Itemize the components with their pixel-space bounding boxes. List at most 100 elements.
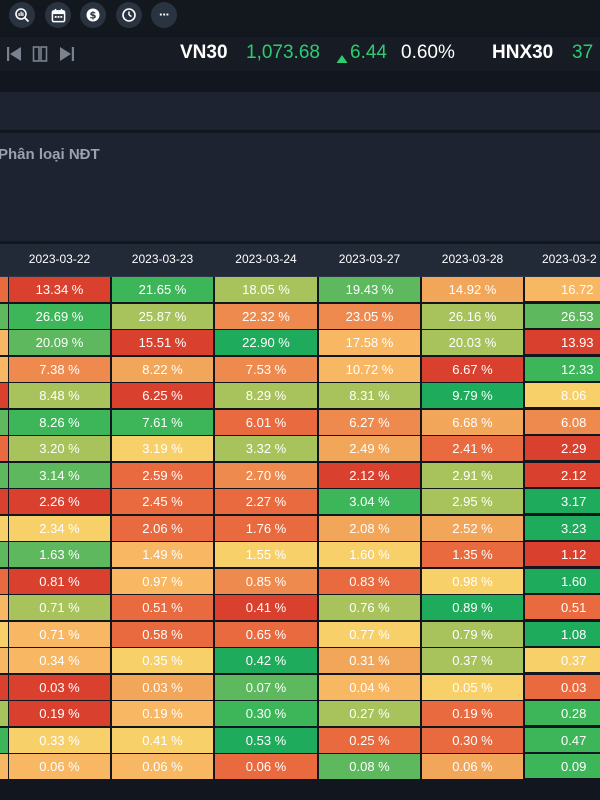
table-cell[interactable]: 0.03 % <box>9 674 110 701</box>
table-cell[interactable]: 0.19 % <box>422 701 523 727</box>
table-cell[interactable]: 6.08 <box>525 409 600 435</box>
table-cell[interactable]: 26.53 <box>525 303 600 329</box>
table-cell[interactable]: 0.53 % <box>215 727 317 754</box>
table-cell[interactable]: 0.31 % <box>319 648 420 674</box>
table-cell[interactable]: 2.70 % <box>215 462 317 489</box>
table-cell[interactable]: 3.19 % <box>112 436 213 462</box>
coin-button[interactable]: $ <box>80 2 106 28</box>
column-header[interactable]: 2023-03-2 <box>542 252 597 266</box>
table-cell[interactable]: 13.34 % <box>9 277 110 303</box>
table-cell[interactable]: 8.22 % <box>112 356 213 383</box>
more-button[interactable]: ··· <box>151 2 177 28</box>
table-cell[interactable]: 0.19 % <box>112 701 213 727</box>
table-cell[interactable]: 15.51 % <box>112 330 213 356</box>
table-cell[interactable]: 1.12 <box>525 542 600 567</box>
table-cell[interactable]: 1.63 % <box>9 542 110 568</box>
table-cell[interactable]: 0.51 % <box>112 595 213 621</box>
table-cell[interactable]: 1.35 % <box>422 542 523 568</box>
table-cell[interactable]: 0.97 % <box>112 568 213 595</box>
search-chart-button[interactable] <box>9 2 35 28</box>
table-cell[interactable]: 14.92 % <box>422 277 523 303</box>
table-cell[interactable]: 7.53 % <box>215 356 317 383</box>
table-cell[interactable]: 0.71 % <box>9 595 110 621</box>
table-cell[interactable]: 7.61 % <box>112 409 213 436</box>
table-cell[interactable]: 0.06 % <box>112 754 213 780</box>
table-cell[interactable]: 0.19 % <box>9 701 110 727</box>
table-cell[interactable]: 2.45 % <box>112 489 213 515</box>
table-cell[interactable]: 0.98 % <box>422 568 523 595</box>
table-cell[interactable]: 0.03 <box>525 674 600 700</box>
table-cell[interactable]: 0.25 % <box>319 727 420 754</box>
calendar-button[interactable] <box>45 2 71 28</box>
table-cell[interactable]: 16.72 <box>525 277 600 302</box>
table-cell[interactable]: 0.41 % <box>112 727 213 754</box>
table-cell[interactable]: 0.33 % <box>9 727 110 754</box>
table-cell[interactable]: 26.16 % <box>422 303 523 330</box>
table-cell[interactable]: 0.41 % <box>215 595 317 621</box>
table-cell[interactable]: 0.85 % <box>215 568 317 595</box>
table-cell[interactable]: 0.51 <box>525 595 600 620</box>
table-cell[interactable]: 0.58 % <box>112 621 213 648</box>
table-cell[interactable]: 2.29 <box>525 436 600 461</box>
table-cell[interactable]: 8.31 % <box>319 383 420 409</box>
table-cell[interactable]: 8.26 % <box>9 409 110 436</box>
table-cell[interactable]: 0.30 % <box>215 701 317 727</box>
table-cell[interactable]: 8.29 % <box>215 383 317 409</box>
column-header[interactable]: 2023-03-23 <box>131 252 194 266</box>
table-cell[interactable]: 0.81 % <box>9 568 110 595</box>
table-cell[interactable]: 0.76 % <box>319 595 420 621</box>
table-cell[interactable]: 1.76 % <box>215 515 317 542</box>
table-cell[interactable]: 25.87 % <box>112 303 213 330</box>
table-cell[interactable]: 0.42 % <box>215 648 317 674</box>
table-cell[interactable]: 2.95 % <box>422 489 523 515</box>
table-cell[interactable]: 2.41 % <box>422 436 523 462</box>
table-cell[interactable]: 0.71 % <box>9 621 110 648</box>
table-cell[interactable]: 20.03 % <box>422 330 523 356</box>
table-cell[interactable]: 0.27 % <box>319 701 420 727</box>
table-cell[interactable]: 6.01 % <box>215 409 317 436</box>
table-cell[interactable]: 2.27 % <box>215 489 317 515</box>
table-cell[interactable]: 0.30 % <box>422 727 523 754</box>
table-cell[interactable]: 1.55 % <box>215 542 317 568</box>
table-cell[interactable]: 0.07 % <box>215 674 317 701</box>
clock-button[interactable] <box>116 2 142 28</box>
table-cell[interactable]: 26.69 % <box>9 303 110 330</box>
table-cell[interactable]: 1.49 % <box>112 542 213 568</box>
table-cell[interactable]: 2.49 % <box>319 436 420 462</box>
table-cell[interactable]: 1.60 <box>525 568 600 594</box>
table-cell[interactable]: 0.04 % <box>319 674 420 701</box>
table-cell[interactable]: 2.26 % <box>9 489 110 515</box>
table-cell[interactable]: 0.47 <box>525 727 600 753</box>
table-cell[interactable]: 0.77 % <box>319 621 420 648</box>
table-cell[interactable]: 18.05 % <box>215 277 317 303</box>
column-header[interactable]: 2023-03-27 <box>338 252 401 266</box>
table-cell[interactable]: 17.58 % <box>319 330 420 356</box>
skip-back-button[interactable] <box>5 45 23 68</box>
table-cell[interactable]: 0.65 % <box>215 621 317 648</box>
table-cell[interactable]: 0.79 % <box>422 621 523 648</box>
table-cell[interactable]: 6.25 % <box>112 383 213 409</box>
skip-forward-button[interactable] <box>58 45 76 68</box>
column-header[interactable]: 2023-03-22 <box>28 252 91 266</box>
table-cell[interactable]: 3.14 % <box>9 462 110 489</box>
table-cell[interactable]: 6.68 % <box>422 409 523 436</box>
table-cell[interactable]: 6.67 % <box>422 356 523 383</box>
table-cell[interactable]: 0.06 % <box>422 754 523 780</box>
table-cell[interactable]: 8.48 % <box>9 383 110 409</box>
table-cell[interactable]: 0.37 % <box>422 648 523 674</box>
table-cell[interactable]: 22.32 % <box>215 303 317 330</box>
table-cell[interactable]: 19.43 % <box>319 277 420 303</box>
table-cell[interactable]: 0.37 <box>525 648 600 673</box>
table-cell[interactable]: 2.34 % <box>9 515 110 542</box>
table-cell[interactable]: 2.91 % <box>422 462 523 489</box>
table-cell[interactable]: 0.03 % <box>112 674 213 701</box>
table-cell[interactable]: 0.34 % <box>9 648 110 674</box>
table-cell[interactable]: 1.60 % <box>319 542 420 568</box>
table-cell[interactable]: 3.04 % <box>319 489 420 515</box>
table-cell[interactable]: 6.27 % <box>319 409 420 436</box>
column-header[interactable]: 2023-03-24 <box>235 252 297 266</box>
table-cell[interactable]: 0.09 <box>525 754 600 779</box>
table-cell[interactable]: 22.90 % <box>215 330 317 356</box>
table-cell[interactable]: 3.32 % <box>215 436 317 462</box>
table-cell[interactable]: 0.28 <box>525 701 600 726</box>
